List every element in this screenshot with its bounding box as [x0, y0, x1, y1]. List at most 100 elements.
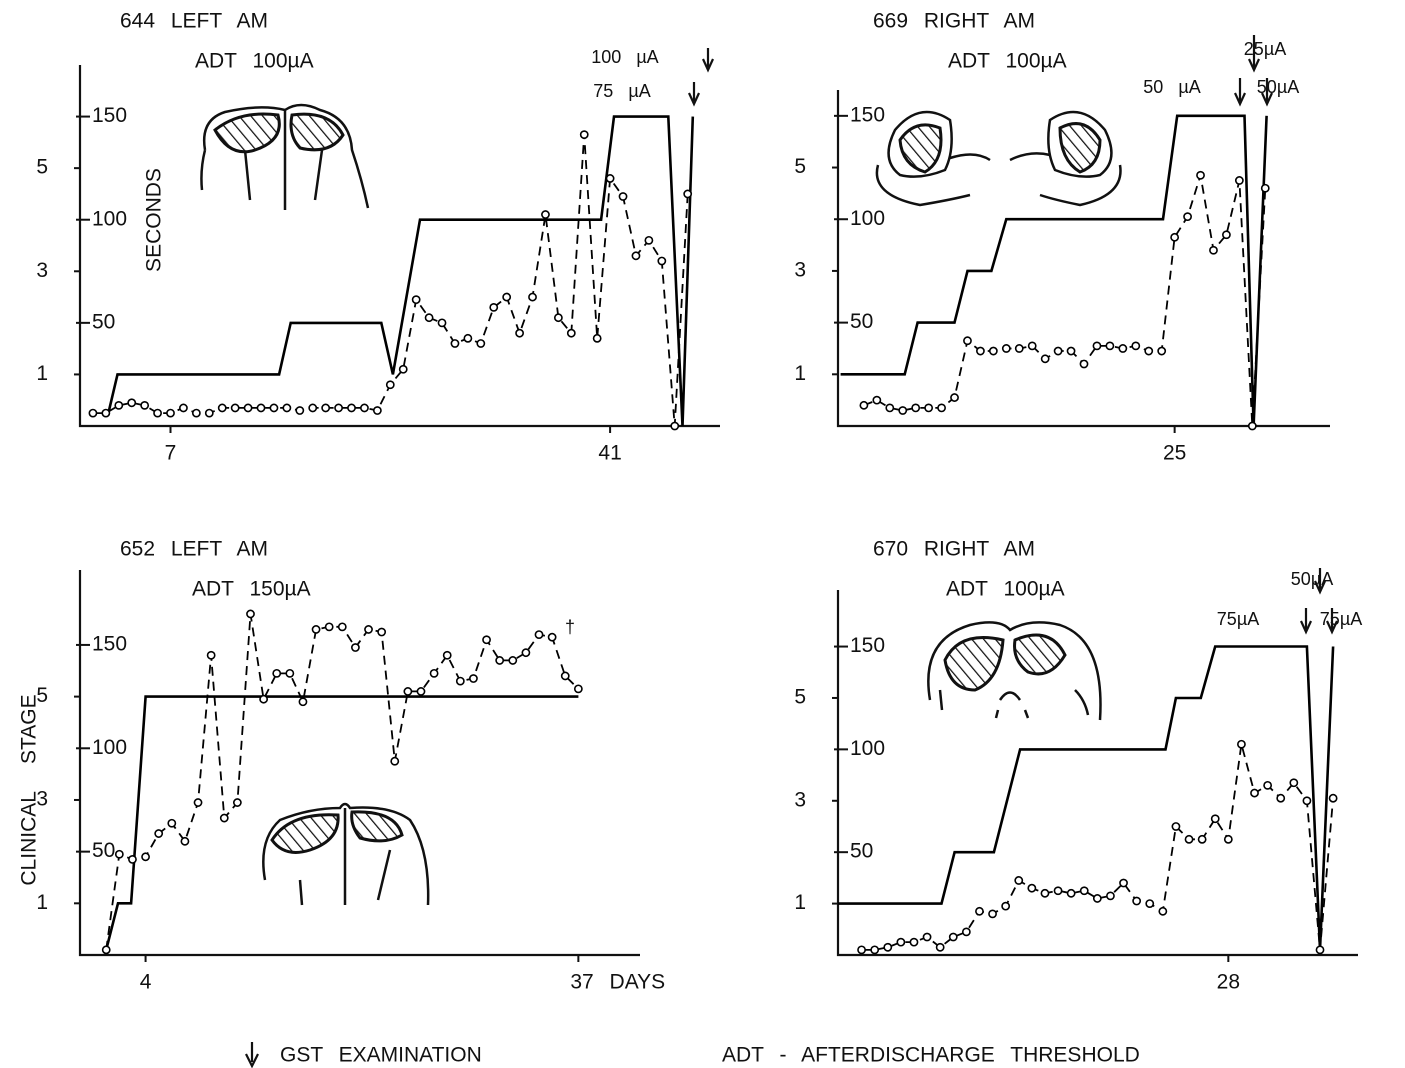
data-line	[861, 743, 1334, 951]
arrow	[1299, 608, 1313, 635]
data-point	[1119, 878, 1128, 888]
panel-title: 669 RIGHT AM	[873, 10, 1035, 33]
data-point	[1132, 896, 1142, 906]
data-point	[141, 852, 150, 862]
data-point	[618, 192, 628, 201]
data-point	[167, 818, 177, 828]
data-point	[217, 403, 227, 413]
data-point	[1040, 888, 1050, 898]
y-axis-label: CLINICAL STAGE	[18, 694, 41, 885]
data-point	[1079, 886, 1089, 896]
data-point	[870, 945, 880, 955]
data-point	[1118, 344, 1128, 353]
data-point	[1328, 793, 1338, 803]
data-point	[909, 937, 919, 947]
data-point	[269, 403, 279, 413]
data-point	[442, 650, 452, 660]
panel-title: 644 LEFT AM	[120, 10, 268, 33]
panel-title: 652 LEFT AM	[120, 538, 268, 561]
y-tick-label: 3	[36, 788, 48, 811]
data-point	[403, 687, 413, 696]
data-point	[153, 408, 162, 418]
data-line	[840, 114, 1268, 427]
data-point	[429, 668, 439, 678]
data-point	[566, 328, 576, 338]
data-point	[311, 625, 321, 634]
y2-tick-label: 50	[92, 310, 115, 333]
y-tick-label: 1	[36, 891, 48, 914]
data-point	[1171, 822, 1181, 831]
brain-sketch	[262, 802, 430, 906]
arrow	[1325, 608, 1339, 635]
data-point	[476, 339, 486, 348]
data-point	[416, 687, 426, 696]
x-tick-label: 4	[140, 971, 152, 994]
x-tick-label: 7	[165, 442, 177, 465]
data-point	[1209, 245, 1218, 255]
data-point	[1001, 344, 1011, 353]
data-point	[1260, 183, 1270, 193]
y2-tick-label: 150	[850, 103, 885, 126]
y2-tick-label: 50	[850, 310, 873, 333]
annotation: 50µA	[1291, 569, 1333, 589]
data-point	[463, 333, 473, 343]
axis	[836, 90, 1330, 428]
data-point	[1040, 354, 1050, 364]
data-point	[502, 292, 512, 302]
data-point	[922, 932, 932, 942]
brain-sketch	[200, 103, 370, 210]
data-point	[256, 403, 266, 413]
y2-tick-label: 100	[92, 736, 127, 759]
data-point	[988, 909, 997, 919]
y-tick-label: 1	[794, 362, 806, 385]
data-point	[1066, 346, 1076, 356]
data-point	[1197, 834, 1207, 844]
y2-tick-label: 150	[850, 634, 885, 657]
data-point	[657, 256, 667, 266]
data-point	[1131, 341, 1141, 351]
y2-tick-label: 50	[92, 839, 115, 862]
data-point	[114, 400, 124, 410]
data-point	[1157, 346, 1167, 356]
data-point	[385, 380, 395, 390]
y2-tick-label: 150	[92, 104, 127, 127]
data-point	[295, 406, 305, 415]
data-point	[1222, 230, 1231, 240]
panel-subtitle: ADT 100µA	[946, 578, 1065, 601]
data-point	[337, 622, 347, 632]
data-point	[360, 403, 369, 413]
data-point	[128, 854, 137, 864]
data-point	[1053, 886, 1063, 896]
data-point	[631, 251, 641, 261]
data-point	[1247, 421, 1257, 431]
annotation: 50 µA	[1143, 77, 1200, 97]
annotation: †	[565, 617, 575, 637]
arrow	[1247, 35, 1261, 73]
data-point	[1027, 883, 1037, 893]
y-tick-label: 1	[36, 362, 48, 385]
x-tick-label: 25	[1163, 442, 1186, 465]
y-tick-label: 5	[794, 155, 806, 178]
data-point	[285, 668, 295, 678]
data-line	[838, 645, 1335, 950]
data-point	[1144, 346, 1154, 356]
y-tick-label: 5	[794, 686, 806, 709]
data-point	[219, 813, 229, 823]
data-line	[104, 695, 579, 951]
panel-subtitle: ADT 100µA	[195, 50, 314, 73]
data-point	[206, 650, 216, 660]
data-point	[334, 403, 343, 413]
data-point	[950, 393, 959, 402]
data-point	[1079, 359, 1089, 369]
data-point	[541, 210, 550, 219]
data-point	[324, 622, 334, 632]
data-point	[508, 656, 518, 665]
y-tick-label: 3	[794, 788, 806, 811]
arrow	[1313, 568, 1327, 595]
arrow	[1260, 78, 1274, 107]
data-point	[560, 671, 570, 681]
data-point	[321, 403, 331, 413]
arrow	[687, 82, 701, 107]
data-point	[961, 927, 971, 937]
